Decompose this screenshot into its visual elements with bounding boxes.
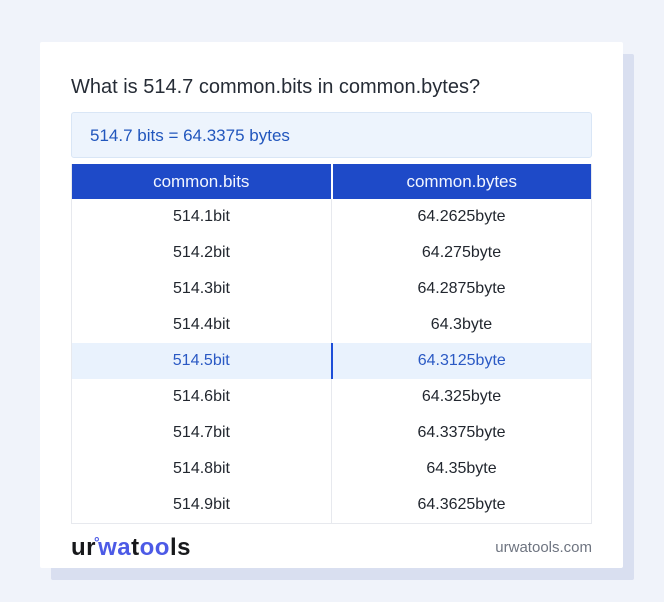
bytes-cell[interactable]: 64.3625byte bbox=[417, 496, 506, 513]
table-row[interactable]: 514.1bit 64.2625byte bbox=[72, 199, 591, 235]
logo-segment-dark: ur bbox=[71, 533, 96, 561]
table-header-bytes: common.bytes bbox=[406, 172, 518, 191]
table-row[interactable]: 514.6bit 64.325byte bbox=[72, 379, 591, 415]
bytes-cell[interactable]: 64.3byte bbox=[430, 316, 493, 333]
table-row[interactable]: 514.8bit 64.35byte bbox=[72, 451, 591, 487]
logo-degree-mark: ° bbox=[94, 533, 101, 550]
page-title: What is 514.7 common.bits in common.byte… bbox=[71, 76, 481, 98]
bits-cell[interactable]: 514.1bit bbox=[72, 199, 332, 235]
bytes-cell[interactable]: 64.35byte bbox=[426, 460, 497, 477]
bits-cell[interactable]: 514.3bit bbox=[72, 271, 332, 307]
table-row[interactable]: 514.9bit 64.3625byte bbox=[72, 487, 591, 523]
table-header-row: common.bits common.bytes bbox=[72, 164, 591, 199]
table-row[interactable]: 514.2bit 64.275byte bbox=[72, 235, 591, 271]
table-row[interactable]: 514.7bit 64.3375byte bbox=[72, 415, 591, 451]
table-header-bits: common.bits bbox=[72, 164, 333, 199]
conversion-table-body: 514.1bit 64.2625byte 514.2bit 64.275byte 514… bbox=[72, 199, 591, 523]
bits-cell[interactable]: 514.8bit bbox=[72, 451, 332, 487]
logo-segment-blue: oo bbox=[139, 533, 170, 561]
card-footer: ur°watools urwatools.com bbox=[71, 524, 592, 571]
bits-cell[interactable]: 514.2bit bbox=[72, 235, 332, 271]
logo-segment-dark: t bbox=[131, 533, 140, 561]
logo-segment-blue: wa bbox=[98, 533, 132, 561]
urwatools-logo[interactable]: ur°watools bbox=[71, 533, 191, 561]
logo-segment-dark: ls bbox=[169, 533, 191, 561]
table-row[interactable]: 514.3bit 64.2875byte bbox=[72, 271, 591, 307]
bits-cell[interactable]: 514.5bit bbox=[72, 343, 333, 379]
bits-cell[interactable]: 514.4bit bbox=[72, 307, 332, 343]
conversion-result-box: 514.7 bits = 64.3375 bytes bbox=[71, 112, 592, 158]
bits-cell[interactable]: 514.7bit bbox=[72, 415, 332, 451]
bytes-cell[interactable]: 64.275byte bbox=[421, 244, 502, 261]
bytes-cell[interactable]: 64.3125byte bbox=[417, 352, 506, 369]
conversion-result-text: 514.7 bits = 64.3375 bytes bbox=[90, 126, 290, 145]
website-url: urwatools.com bbox=[495, 539, 592, 556]
converter-card: What is 514.7 common.bits in common.byte… bbox=[40, 42, 623, 568]
table-row[interactable]: 514.4bit 64.3byte bbox=[72, 307, 591, 343]
bytes-cell[interactable]: 64.325byte bbox=[421, 388, 502, 405]
bytes-cell[interactable]: 64.3375byte bbox=[417, 424, 506, 441]
conversion-table: common.bits common.bytes 514.1bit 64.2625… bbox=[71, 164, 592, 524]
bits-cell[interactable]: 514.6bit bbox=[72, 379, 332, 415]
bytes-cell[interactable]: 64.2625byte bbox=[417, 208, 506, 225]
table-row[interactable]: 514.5bit 64.3125byte bbox=[72, 343, 591, 379]
bits-cell[interactable]: 514.9bit bbox=[72, 487, 332, 523]
bytes-cell[interactable]: 64.2875byte bbox=[417, 280, 506, 297]
